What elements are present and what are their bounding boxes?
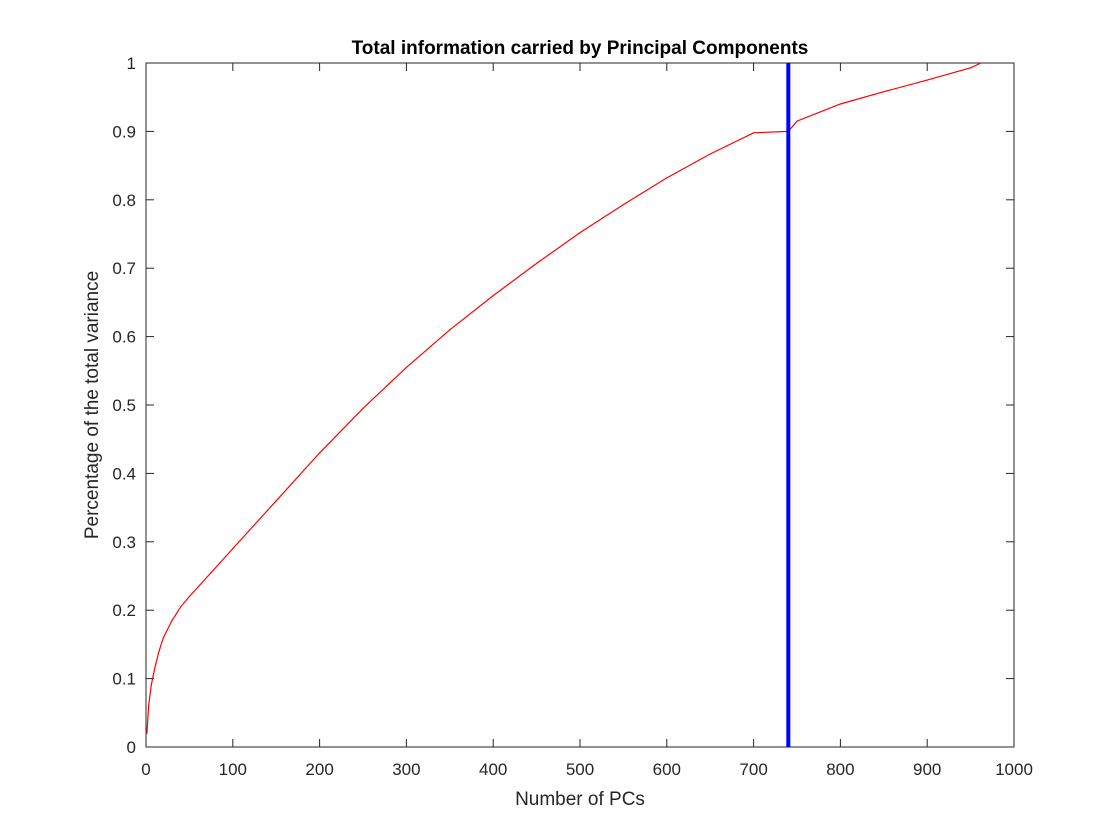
x-tick-label: 900 [913, 760, 941, 779]
series-point [188, 595, 190, 598]
x-tick-label: 100 [219, 760, 247, 779]
series-point [154, 667, 156, 669]
series-point [666, 177, 668, 179]
y-tick-label: 0.7 [112, 259, 136, 278]
x-tick-label: 300 [392, 760, 420, 779]
x-tick-label: 800 [826, 760, 854, 779]
series-point [362, 407, 364, 410]
x-tick-label: 1000 [995, 760, 1033, 779]
series-point [883, 91, 885, 93]
x-tick-label: 400 [479, 760, 507, 779]
x-tick-label: 200 [305, 760, 333, 779]
y-tick-label: 0.3 [112, 533, 136, 552]
x-tick-label: 600 [653, 760, 681, 779]
series-point [171, 619, 173, 622]
series-point [980, 62, 982, 64]
chart-title: Total information carried by Principal C… [352, 38, 809, 59]
y-tick-label: 0.2 [112, 601, 136, 620]
series-point [158, 650, 160, 652]
series-point [839, 103, 842, 105]
series-point [319, 452, 321, 454]
axis-ticks [145, 62, 1015, 748]
series-point [146, 732, 148, 734]
x-tick-label: 0 [141, 760, 150, 779]
y-axis-title: Percentage of the total variance [82, 271, 103, 539]
series-point [926, 79, 928, 81]
series-point [210, 571, 212, 574]
series-point [405, 366, 407, 368]
series-point [275, 500, 277, 502]
x-tick-label: 500 [566, 760, 594, 779]
y-tick-label: 1 [127, 54, 136, 73]
y-tick-label: 0.5 [112, 396, 136, 415]
series-point [970, 67, 972, 69]
plot-area-frame [145, 62, 1015, 748]
series-line [146, 62, 982, 734]
series-point [449, 329, 451, 331]
series-point [150, 684, 152, 687]
x-tick-label: 700 [739, 760, 767, 779]
y-tick-label: 0.6 [112, 328, 136, 347]
y-tick-label: 0.4 [112, 464, 136, 483]
series-point [753, 132, 755, 134]
series-point [162, 636, 164, 639]
series-point [579, 232, 581, 234]
y-tick-label: 0.1 [112, 670, 136, 689]
series-point [709, 153, 711, 155]
series-point [180, 606, 182, 608]
series-point [492, 294, 494, 297]
series-point [232, 548, 234, 550]
plot-marks [146, 62, 982, 747]
tick-labels: 0 100 200 300 400 500 600 700 800 900 1000 0 0.1 0.2 0… [112, 54, 1033, 779]
y-tick-label: 0.8 [112, 191, 136, 210]
y-tick-label: 0.9 [112, 122, 136, 141]
series-point [148, 705, 150, 707]
x-axis-title: Number of PCs [515, 789, 645, 810]
y-tick-label: 0 [127, 738, 136, 757]
series-point [796, 120, 798, 122]
series-point [622, 203, 625, 206]
series-point [536, 262, 538, 265]
